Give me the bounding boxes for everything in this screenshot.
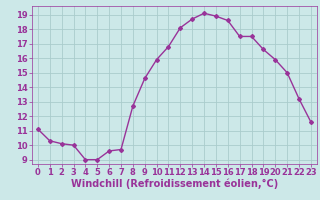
X-axis label: Windchill (Refroidissement éolien,°C): Windchill (Refroidissement éolien,°C) — [71, 179, 278, 189]
